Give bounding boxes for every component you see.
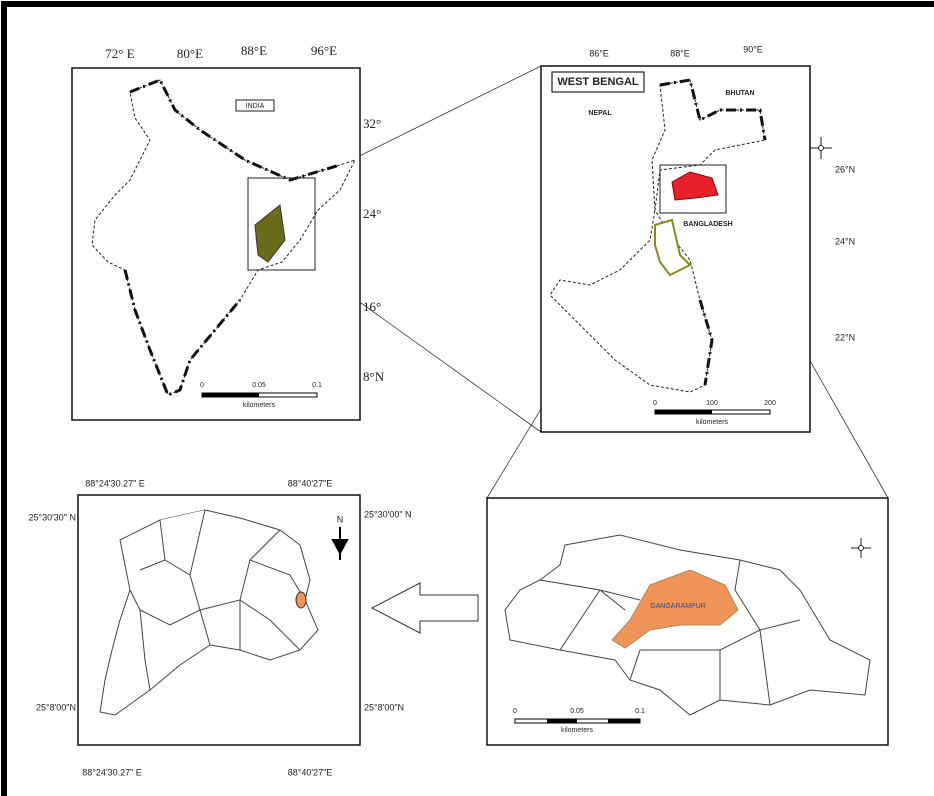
scale-unit: kilometers — [243, 402, 275, 409]
scale-unit: kilometers — [561, 727, 593, 734]
longitude-label: 88°E — [670, 48, 690, 58]
latitude-label: 26°N — [835, 164, 855, 174]
scale-label: 0.05 — [570, 708, 584, 715]
india-panel: INDIA 72° E 80°E 88°E 96°E 32° 24° 16° 8… — [72, 43, 385, 420]
latitude-label: 24° — [363, 206, 381, 221]
longitude-label: 90°E — [743, 44, 763, 54]
scale-unit: kilometers — [696, 419, 728, 426]
coordinate-label: 25°30'00" N — [364, 509, 412, 519]
scale-label: 0 — [513, 708, 517, 715]
latitude-label: 32° — [363, 116, 381, 131]
district-label: GANGARAMPUR — [650, 603, 706, 610]
place-label: BANGLADESH — [683, 221, 732, 228]
longitude-label: 96°E — [311, 43, 337, 58]
scale-label: 100 — [706, 400, 718, 407]
coordinate-label: 88°24'30.27" E — [85, 478, 145, 488]
district-panel: GANGARAMPUR 0 0.05 0.1 kilometers — [487, 498, 888, 745]
latitude-label: 8°N — [363, 369, 385, 384]
coordinate-label: 88°24'30.27" E — [82, 767, 142, 777]
latitude-label: 22°N — [835, 332, 855, 342]
latitude-label: 24°N — [835, 236, 855, 246]
latitude-label: 16° — [363, 299, 381, 314]
coordinate-label: 88°40'27"E — [288, 478, 333, 488]
longitude-label: 72° E — [105, 46, 134, 61]
coordinate-label: 25°8'00"N — [364, 702, 404, 712]
place-label: NEPAL — [588, 110, 612, 117]
block-panel: N 88°24'30.27" E 88°40'27"E 25°30'30" N … — [28, 478, 411, 777]
scale-label: 0.05 — [252, 382, 266, 389]
coordinate-label: 88°40'27"E — [288, 767, 333, 777]
north-label: N — [337, 514, 344, 524]
coordinate-label: 25°30'30" N — [28, 512, 76, 522]
map-figure: INDIA 72° E 80°E 88°E 96°E 32° 24° 16° 8… — [0, 0, 934, 796]
place-label: BHUTAN — [725, 90, 754, 97]
scale-label: 0.1 — [635, 708, 645, 715]
west-bengal-panel: WEST BENGAL NEPAL BHUTAN BANGLADESH 86°E… — [541, 44, 855, 432]
india-label: INDIA — [246, 103, 265, 110]
longitude-label: 80°E — [177, 46, 203, 61]
scale-label: 0.1 — [312, 382, 322, 389]
coordinate-label: 25°8'00"N — [36, 702, 76, 712]
longitude-label: 86°E — [589, 48, 609, 58]
scale-label: 0 — [653, 400, 657, 407]
scale-label: 200 — [764, 400, 776, 407]
west-bengal-label: WEST BENGAL — [557, 76, 639, 88]
longitude-label: 88°E — [241, 43, 267, 58]
scale-label: 0 — [200, 382, 204, 389]
